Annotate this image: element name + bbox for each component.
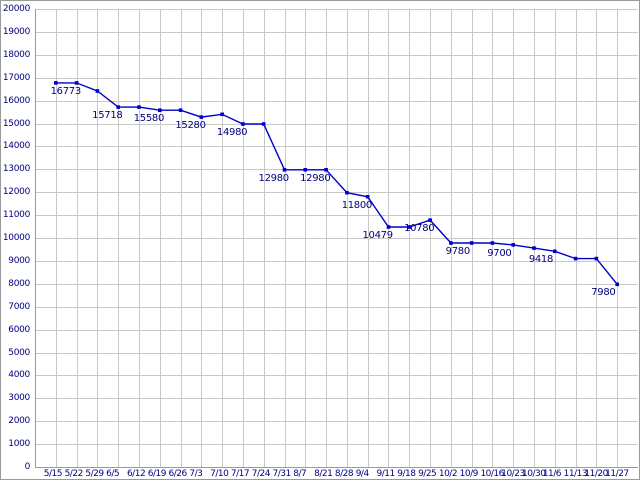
x-axis-tick-label: 7/31 xyxy=(272,469,292,479)
y-axis-tick-label: 4000 xyxy=(8,370,30,381)
x-axis-tick-label: 8/7 xyxy=(293,469,307,479)
x-axis-tick-label: 9/25 xyxy=(418,469,437,479)
data-value-label: 16773 xyxy=(50,85,82,97)
x-axis-tick-label: 5/29 xyxy=(85,469,104,479)
y-axis-tick-label: 17000 xyxy=(2,72,30,83)
data-point-marker[interactable] xyxy=(199,115,204,119)
data-point-marker[interactable] xyxy=(220,112,224,117)
y-axis-tick-label: 6000 xyxy=(8,324,30,335)
x-axis-tick-label: 10/30 xyxy=(522,469,546,479)
data-point-marker[interactable] xyxy=(95,89,100,93)
data-value-label: 9700 xyxy=(487,247,512,259)
data-point-marker[interactable] xyxy=(74,81,79,85)
y-axis-tick-label: 15000 xyxy=(2,118,30,129)
data-point-marker[interactable] xyxy=(407,225,412,229)
data-point-marker[interactable] xyxy=(54,81,58,85)
data-point-marker[interactable] xyxy=(261,122,266,126)
x-axis-tick-label: 5/15 xyxy=(43,469,63,479)
data-value-label: 15280 xyxy=(175,120,206,132)
y-axis-tick-label: 1000 xyxy=(8,439,30,450)
data-point-marker[interactable] xyxy=(365,195,370,199)
y-axis-tick-label: 14000 xyxy=(2,141,30,152)
x-axis-tick-label: 9/18 xyxy=(397,469,416,479)
data-value-label: 15718 xyxy=(92,110,123,122)
y-axis-tick-label: 0 xyxy=(24,462,31,472)
data-value-label: 10780 xyxy=(404,223,435,235)
x-axis-tick-label: 6/12 xyxy=(126,469,146,479)
data-value-label: 7980 xyxy=(591,287,616,299)
y-axis-tick-label: 9000 xyxy=(8,255,30,266)
y-axis-tick-label: 2000 xyxy=(8,416,30,427)
data-point-marker[interactable] xyxy=(282,168,287,172)
x-axis-tick-label: 9/4 xyxy=(355,469,369,479)
x-axis-tick-label: 10/23 xyxy=(501,469,525,479)
data-value-label: 9780 xyxy=(445,246,471,258)
x-axis-tick-label: 10/16 xyxy=(480,469,504,479)
data-value-label: 9418 xyxy=(528,254,554,266)
data-point-marker[interactable] xyxy=(594,256,599,261)
data-point-marker[interactable] xyxy=(178,108,183,112)
x-axis-tick-label: 7/24 xyxy=(251,469,271,479)
data-point-marker[interactable] xyxy=(116,105,120,109)
series-line xyxy=(55,82,618,285)
data-point-marker[interactable] xyxy=(573,256,578,261)
x-axis-tick-label: 8/21 xyxy=(314,469,333,479)
x-axis-tick-label: 10/2 xyxy=(438,469,458,479)
y-axis-tick-label: 11000 xyxy=(2,210,30,221)
x-axis-tick-label: 9/11 xyxy=(376,469,395,479)
y-axis-tick-label: 3000 xyxy=(8,393,30,404)
data-point-marker[interactable] xyxy=(469,241,474,245)
data-point-marker[interactable] xyxy=(386,225,391,229)
x-axis-tick-label: 11/13 xyxy=(563,469,588,479)
x-axis-tick-label: 7/3 xyxy=(189,469,203,479)
data-value-label: 12980 xyxy=(258,172,290,184)
data-point-marker[interactable] xyxy=(345,190,349,195)
y-axis-tick-label: 16000 xyxy=(2,95,30,106)
data-point-marker[interactable] xyxy=(324,168,328,172)
y-axis-tick-label: 12000 xyxy=(2,187,30,198)
x-axis-tick-label: 6/5 xyxy=(106,469,120,479)
data-point-marker[interactable] xyxy=(241,122,245,126)
x-axis-tick-label: 11/27 xyxy=(605,469,629,479)
data-point-marker[interactable] xyxy=(490,241,495,245)
data-value-label: 15580 xyxy=(133,113,165,125)
data-point-marker[interactable] xyxy=(553,249,557,254)
x-axis-tick-label: 11/6 xyxy=(542,469,562,479)
data-point-marker[interactable] xyxy=(511,243,515,247)
x-axis-tick-label: 5/22 xyxy=(64,469,84,479)
data-point-marker[interactable] xyxy=(449,241,453,245)
data-point-marker[interactable] xyxy=(303,168,308,172)
y-axis-tick-label: 20000 xyxy=(2,4,30,14)
x-axis-tick-label: 8/28 xyxy=(334,469,354,479)
data-value-label: 12980 xyxy=(300,172,331,184)
x-axis-tick-label: 6/26 xyxy=(168,469,188,479)
y-axis-tick-label: 10000 xyxy=(2,233,30,243)
x-axis-tick-label: 6/19 xyxy=(147,469,167,479)
y-axis-tick-label: 13000 xyxy=(2,164,30,175)
y-axis-tick-label: 7000 xyxy=(8,301,30,312)
data-point-marker[interactable] xyxy=(158,108,162,112)
y-axis-tick-label: 5000 xyxy=(8,347,30,358)
x-axis-tick-label: 7/17 xyxy=(230,469,250,479)
data-point-marker[interactable] xyxy=(137,105,141,109)
data-value-label: 10479 xyxy=(362,230,393,242)
data-point-marker[interactable] xyxy=(615,282,619,287)
data-value-label: 14980 xyxy=(216,126,248,138)
y-axis-tick-label: 19000 xyxy=(2,26,30,37)
x-axis-tick-label: 10/9 xyxy=(459,469,479,479)
y-axis-tick-label: 8000 xyxy=(8,278,30,289)
x-axis-tick-label: 11/20 xyxy=(584,469,608,479)
y-axis-tick-label: 18000 xyxy=(2,49,30,60)
data-value-label: 11800 xyxy=(341,199,373,211)
data-point-marker[interactable] xyxy=(428,218,432,222)
data-point-marker[interactable] xyxy=(532,246,536,250)
x-axis-tick-label: 7/10 xyxy=(210,469,229,479)
